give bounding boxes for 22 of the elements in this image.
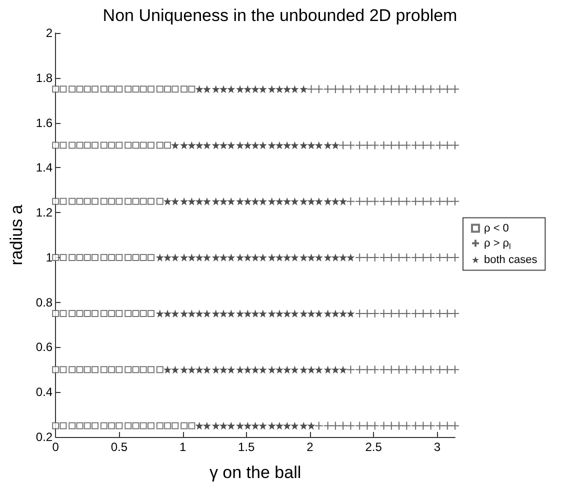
y-tick-label: 2 (46, 26, 53, 40)
y-tick-label: 0.8 (36, 295, 53, 310)
y-axis-title: radius a (7, 204, 26, 266)
x-tick-label: 3 (434, 440, 441, 454)
chart-title: Non Uniqueness in the unbounded 2D problem (102, 6, 458, 25)
x-tick-label: 2.5 (365, 440, 382, 454)
y-tick-label: 0.4 (36, 385, 53, 400)
y-tick-label: 1 (46, 250, 53, 264)
y-tick-label: 1.4 (36, 160, 53, 175)
y-tick-label: 1.2 (36, 206, 53, 220)
y-tick-label: 0.6 (36, 340, 53, 354)
legend-label: ρ < 0 (484, 222, 509, 234)
x-tick-label: 1 (179, 440, 186, 454)
y-tick-label: 1.6 (36, 116, 53, 130)
legend-label: both cases (484, 254, 538, 266)
x-tick-label: 0.5 (110, 440, 128, 454)
x-tick-label: 1.5 (238, 440, 256, 454)
y-tick-label: 0.2 (36, 430, 53, 444)
x-tick-label: 0 (52, 440, 60, 454)
y-tick-label: 1.8 (36, 70, 53, 85)
x-axis-title: γ on the ball (209, 463, 302, 482)
x-tick-label: 2 (306, 440, 314, 454)
